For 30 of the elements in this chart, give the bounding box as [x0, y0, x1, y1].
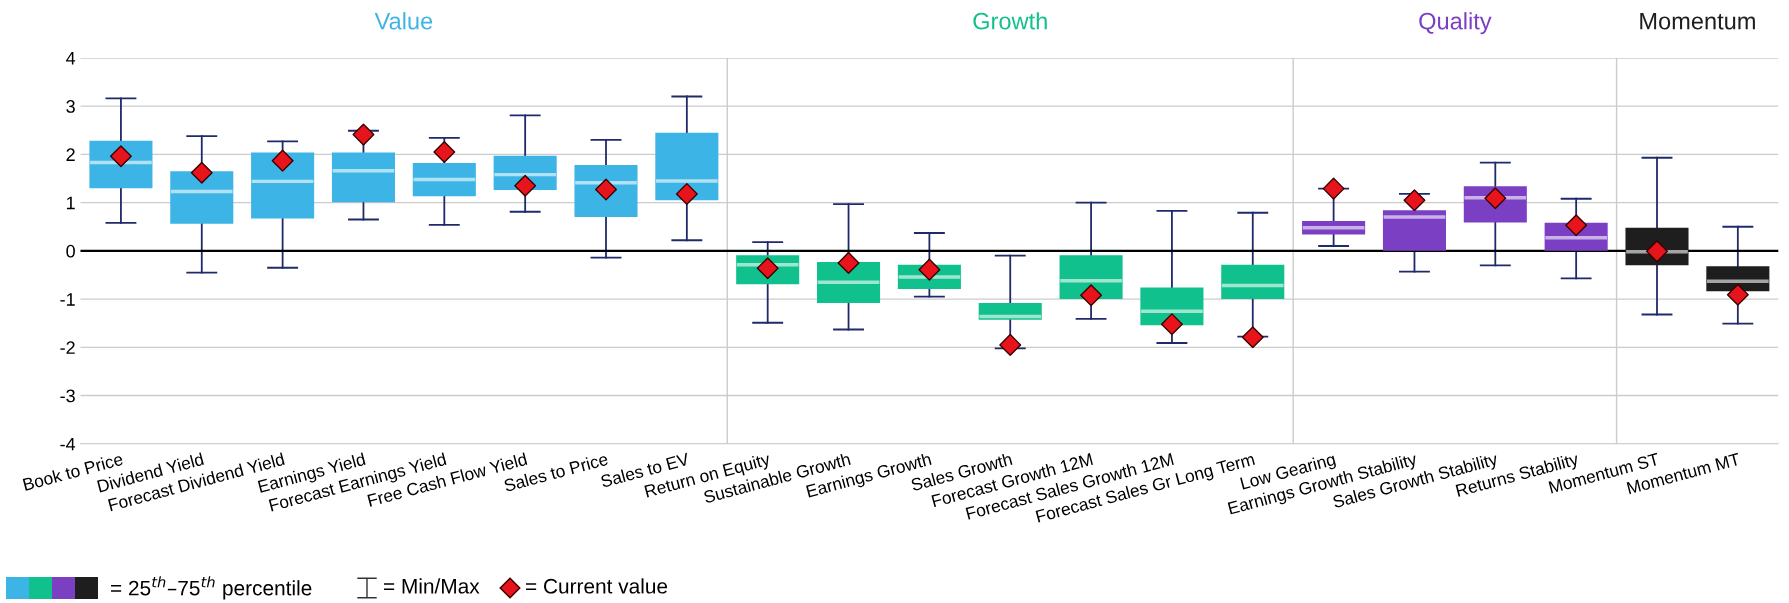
y-tick-label: -1 [60, 293, 75, 306]
point [1241, 326, 1264, 349]
point [271, 149, 294, 172]
text: Growth [973, 12, 1047, 30]
point [433, 140, 456, 163]
point [675, 182, 698, 205]
text: = Current value [526, 578, 668, 594]
y-tick-label: -3 [60, 389, 75, 403]
text: Quality [1419, 12, 1492, 35]
point [190, 161, 213, 184]
y-tick-label: -2 [60, 341, 75, 354]
point [514, 174, 537, 197]
point [999, 333, 1022, 356]
text: Value [374, 12, 433, 30]
point [1080, 284, 1103, 307]
y-tick-label: 1 [66, 196, 75, 210]
y-tick-label: 0 [66, 244, 75, 258]
y-tick-label: -4 [60, 437, 76, 451]
point [1322, 177, 1345, 200]
text: = 25$^{th}$–75$^{th}$ percentile [111, 576, 312, 600]
y-tick-label: 3 [66, 100, 75, 113]
point [837, 251, 860, 274]
text: Momentum [1640, 13, 1755, 30]
y-tick-label: 2 [66, 148, 75, 161]
point [352, 123, 375, 146]
point [1160, 313, 1183, 336]
point [1403, 189, 1426, 212]
text: = Min/Max [384, 578, 480, 594]
y-tick-label: 4 [66, 52, 76, 65]
point [1726, 283, 1749, 306]
